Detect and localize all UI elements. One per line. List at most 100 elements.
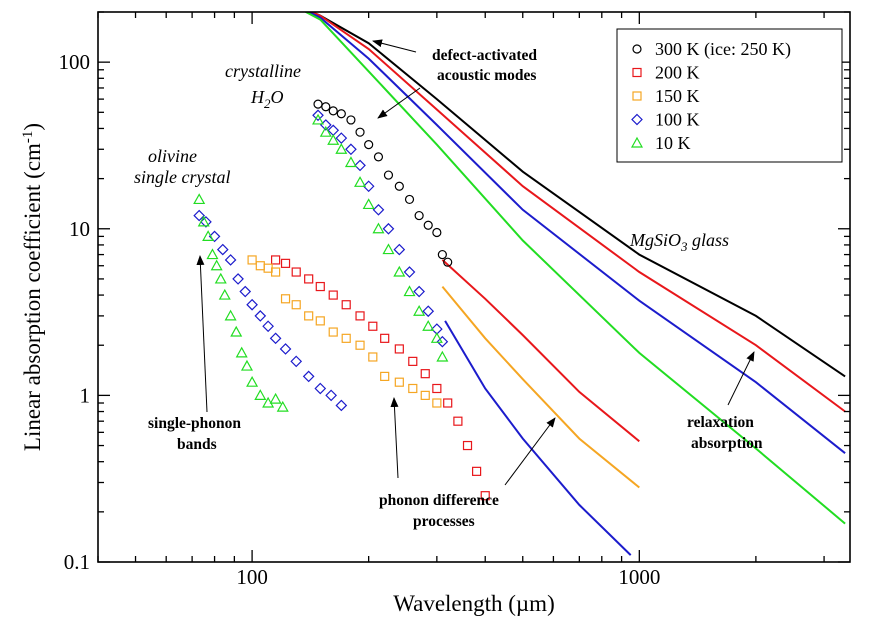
scatter-point-3-13: [432, 383, 442, 394]
legend-box: [616, 28, 843, 163]
scatter-point-5-13: [302, 370, 315, 383]
scatter-point-1-7: [372, 203, 385, 216]
scatter-point-4-3: [270, 267, 281, 277]
scatter-point-6-1: [197, 215, 210, 227]
legend-label-2: 150 K: [655, 86, 700, 106]
scatter-point-4-5: [291, 300, 301, 310]
scatter-point-2-10: [403, 285, 416, 297]
scatter-point-0-2: [328, 106, 338, 116]
scatter-point-4-2: [263, 263, 273, 273]
legend-marker-0: [632, 44, 642, 54]
scatter-point-3-18: [480, 491, 490, 501]
arrow-defect-2: [377, 87, 421, 119]
scatter-point-5-16: [335, 399, 348, 412]
scatter-point-5-1: [200, 216, 212, 228]
legend: 300 K (ice: 250 K) 200 K 150 K 100 K 10 K: [616, 28, 843, 163]
annotation-single-line2: bands: [177, 436, 217, 453]
scatter-point-1-11: [413, 285, 425, 298]
scatter-point-6-7: [224, 309, 237, 321]
legend-marker-4: [630, 136, 644, 148]
scatter-point-1-14: [436, 335, 449, 348]
scatter-point-3-3: [304, 274, 314, 284]
scatter-point-0-3: [336, 109, 346, 119]
legend-label-4: 10 K: [655, 133, 691, 153]
scatter-point-6-12: [254, 389, 267, 400]
ice-tail-line-1: [441, 285, 640, 489]
annotation-h2o: H2O: [250, 87, 284, 111]
annotation-mgsio3-glass: MgSiO3 glass: [629, 230, 729, 254]
scatter-point-5-6: [239, 285, 252, 298]
glass-line-2: [306, 12, 846, 454]
scatter-point-2-13: [430, 332, 443, 343]
scatter-point-6-11: [246, 375, 259, 387]
scatter-point-6-15: [276, 400, 289, 412]
glass-line-1: [309, 12, 846, 413]
scatter-point-4-16: [432, 398, 442, 408]
arrow-defect-1: [372, 39, 417, 53]
scatter-point-2-9: [393, 265, 406, 277]
scatter-point-6-14: [269, 392, 282, 404]
scatter-point-5-14: [314, 382, 327, 395]
scatter-point-3-5: [328, 290, 338, 300]
scatter-point-1-6: [362, 180, 375, 193]
scatter-point-5-7: [246, 298, 258, 311]
annotations: defect-activated acoustic modes crystall…: [134, 47, 763, 530]
annotation-phonon-line2: processes: [413, 513, 475, 530]
annotation-olivine-line1: olivine: [148, 146, 197, 166]
scatter-point-4-12: [380, 371, 390, 382]
scatter-point-2-12: [422, 320, 435, 331]
scatter-point-4-7: [315, 316, 325, 326]
scatter-point-0-6: [364, 140, 374, 150]
scatter-point-5-15: [325, 389, 337, 402]
scatter-point-1-10: [403, 266, 416, 278]
scatter-point-6-3: [206, 248, 219, 260]
scatter-point-4-4: [280, 294, 291, 304]
scatter-point-5-3: [216, 243, 229, 256]
y-tick-label: 0.1: [64, 550, 90, 574]
scatter-point-4-8: [328, 327, 338, 337]
scatter-point-0-7: [373, 152, 384, 162]
x-tick-label: 100: [236, 565, 268, 589]
scatter-point-3-9: [380, 333, 390, 343]
arrow-phonon-2: [504, 417, 556, 486]
scatter-point-1-5: [354, 159, 366, 172]
scatter-point-0-11: [414, 210, 424, 221]
y-tick-label: 10: [69, 217, 90, 241]
scatter-point-0-14: [437, 249, 447, 260]
scatter-point-3-11: [408, 356, 418, 366]
scatter-point-3-1: [280, 258, 291, 268]
legend-marker-2: [632, 91, 642, 101]
scatter-point-3-8: [368, 321, 378, 331]
scatter-point-1-12: [422, 305, 435, 318]
scatter-point-4-9: [341, 333, 351, 343]
scatter-point-5-0: [193, 209, 206, 222]
scatter-point-1-8: [382, 222, 395, 235]
annotation-phonon-line1: phonon difference: [379, 492, 499, 509]
scatter-point-0-15: [443, 257, 453, 267]
scatter-point-0-12: [423, 220, 433, 230]
scatter-point-3-17: [472, 466, 482, 476]
scatter-point-0-13: [432, 227, 442, 238]
scatter-point-2-2: [327, 133, 340, 145]
scatter-point-3-10: [394, 344, 404, 354]
axes: 100 1000 0.1 1 10 100 Wavelength (µm) Linear ab…: [20, 11, 851, 616]
x-axis-label: Wavelength (µm): [393, 591, 554, 616]
scatter-point-2-3: [335, 143, 348, 154]
scatter-point-2-11: [413, 304, 426, 316]
scatter-point-3-16: [462, 440, 473, 451]
scatter-point-4-14: [408, 383, 418, 394]
scatter-point-6-8: [230, 325, 243, 337]
scatter-point-5-9: [262, 320, 274, 333]
scatter-point-3-4: [315, 281, 325, 292]
scatter-point-0-0: [313, 99, 323, 109]
scatter-point-6-4: [210, 259, 223, 271]
scatter-point-4-10: [355, 340, 365, 350]
scatter-point-2-1: [319, 125, 332, 137]
scatter-point-4-6: [304, 311, 314, 321]
annotation-arrows: [196, 39, 755, 486]
scatter-point-5-12: [290, 355, 303, 368]
scatter-point-4-1: [255, 261, 265, 271]
scatter-point-0-4: [346, 115, 356, 125]
scatter-point-3-7: [355, 311, 365, 321]
scatter-point-3-12: [420, 369, 430, 379]
